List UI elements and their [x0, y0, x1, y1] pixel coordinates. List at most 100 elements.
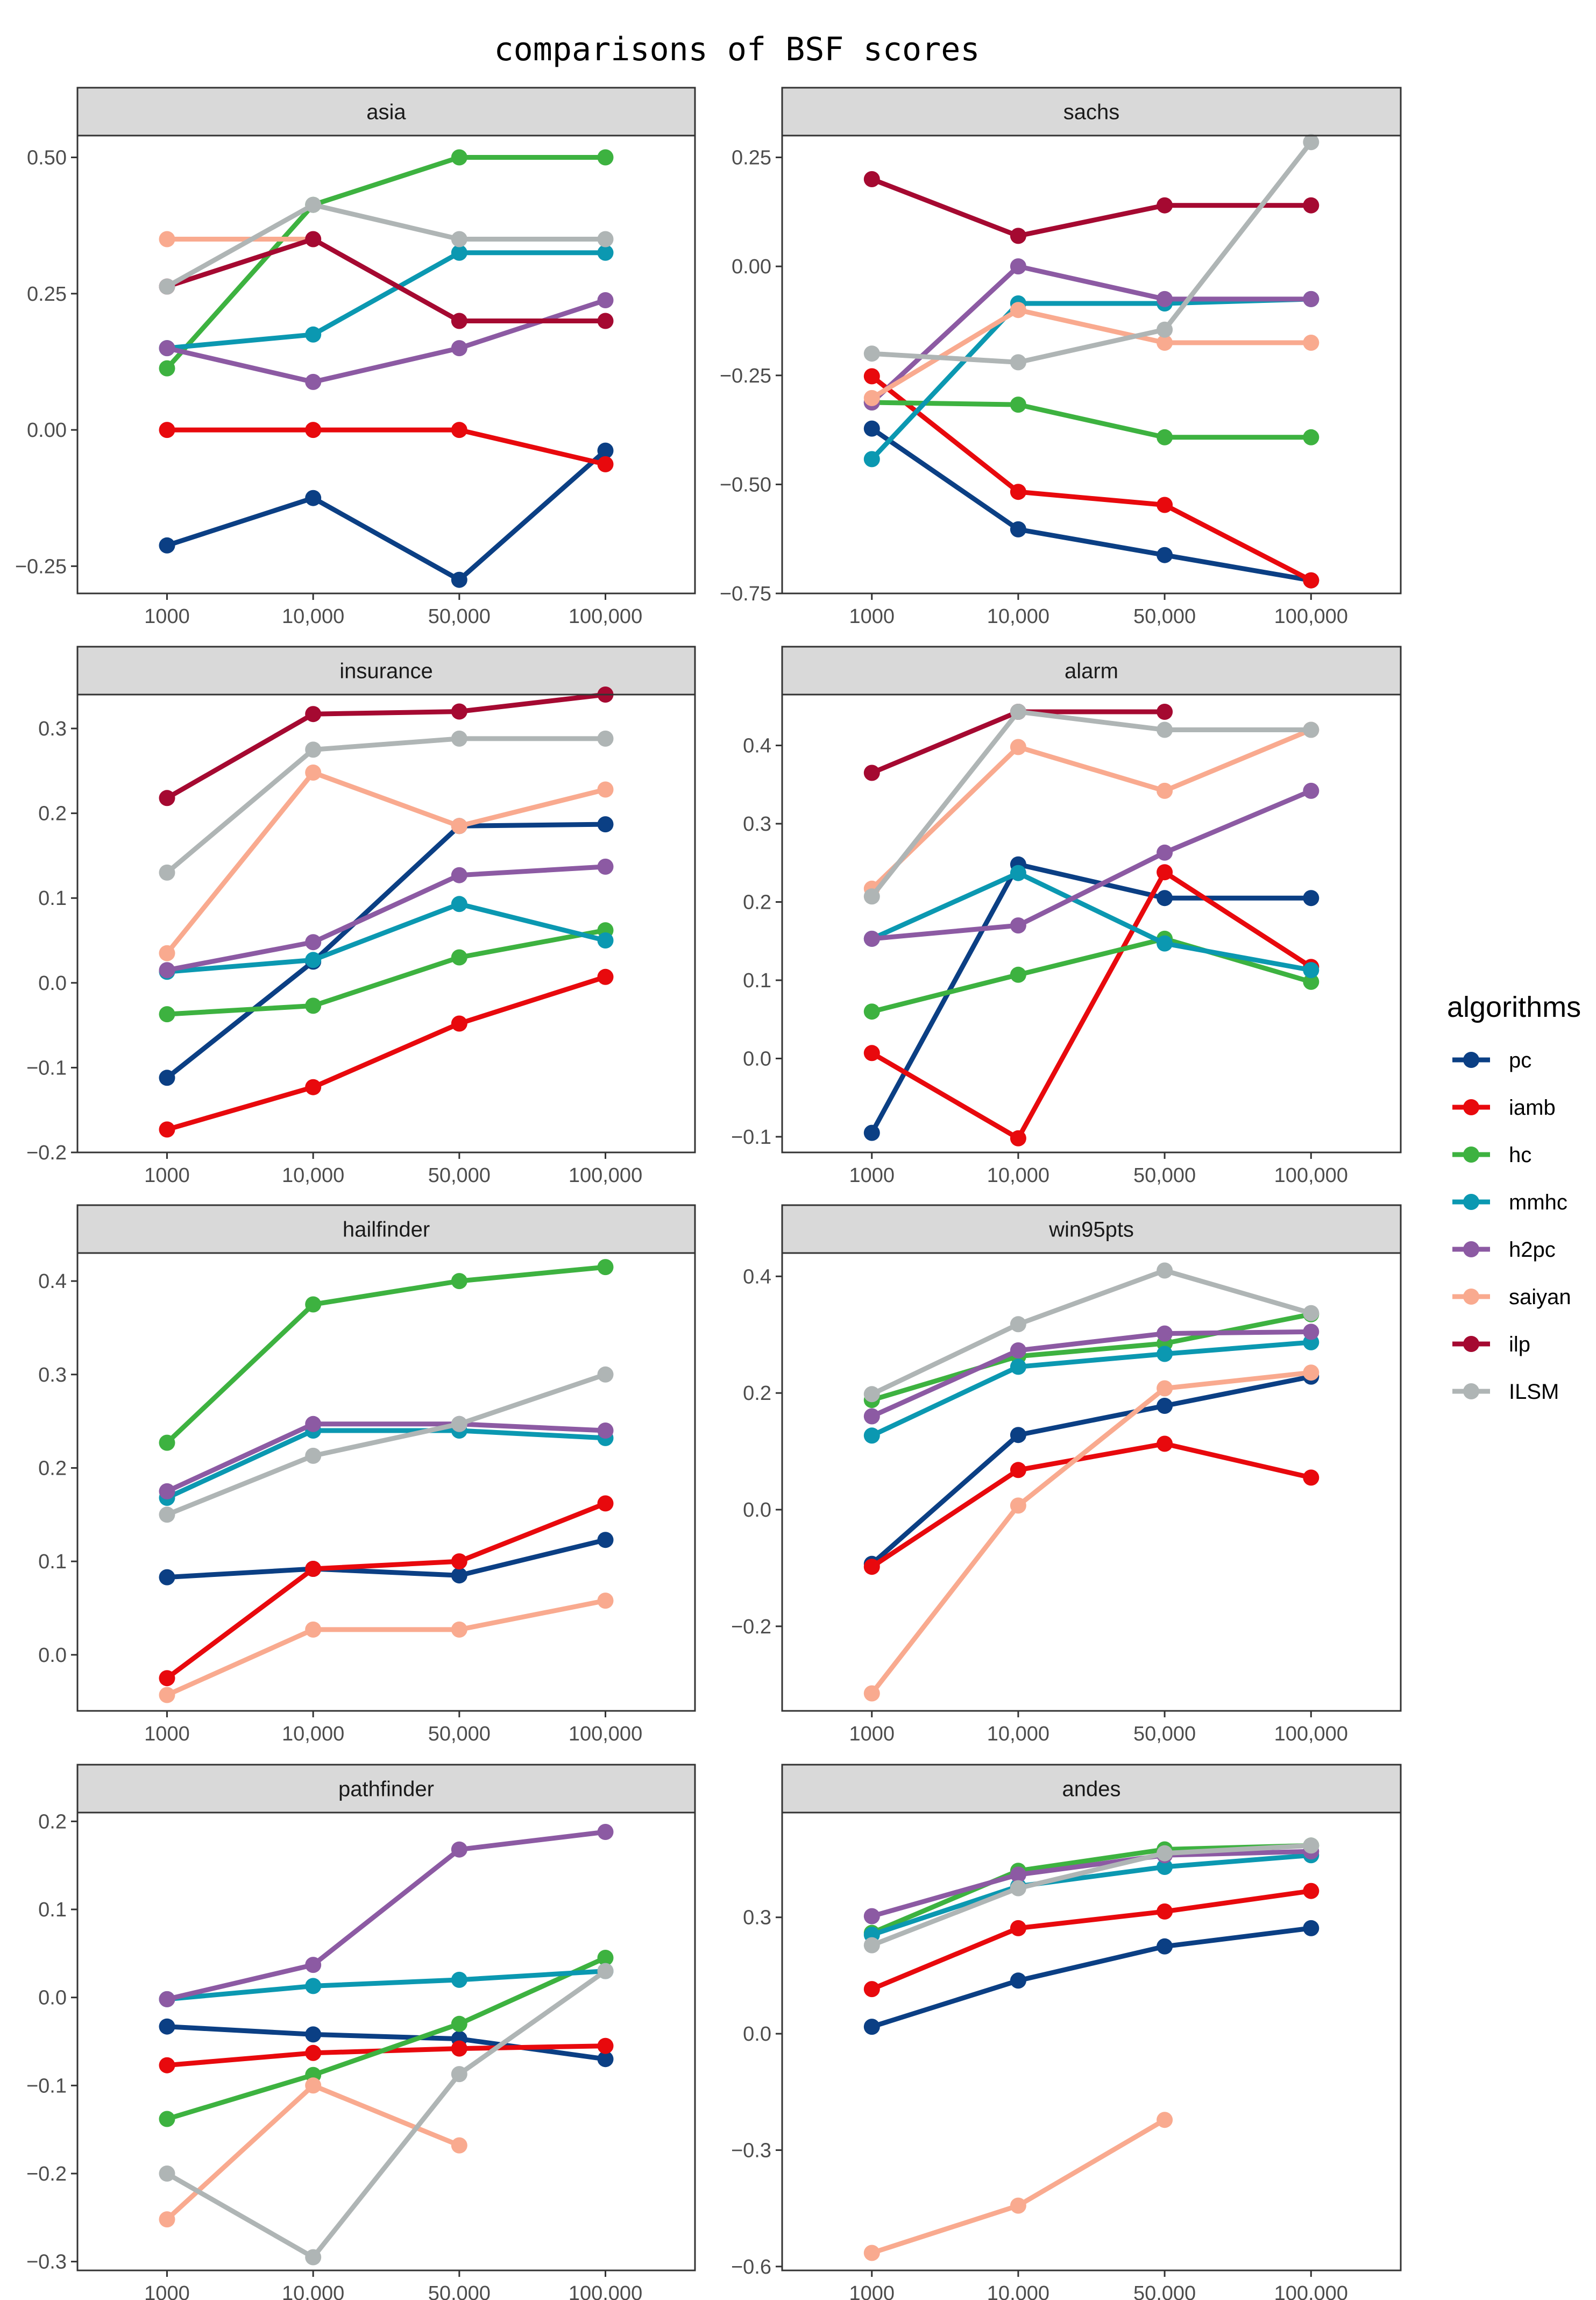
data-point-ilp [159, 790, 175, 806]
data-point-pc [1303, 890, 1320, 907]
data-point-saiyan [305, 1621, 322, 1638]
data-point-ilsm [597, 231, 614, 247]
data-point-h2pc [159, 1991, 175, 2007]
data-point-pc [1157, 890, 1173, 907]
data-point-saiyan [1010, 1497, 1026, 1514]
legend-label: iamb [1509, 1096, 1556, 1120]
series-line-saiyan [165, 1598, 608, 1697]
data-point-mmhc [1157, 1859, 1173, 1875]
legend-marker [1463, 1336, 1479, 1352]
y-tick-label: 0.4 [743, 735, 771, 758]
panel-strip-label: alarm [1065, 660, 1118, 683]
legend-marker [1463, 1099, 1479, 1115]
data-point-saiyan [1157, 2112, 1173, 2128]
series-line-mmhc [869, 871, 1314, 973]
y-tick-label: 0.25 [27, 283, 67, 306]
legend-label: h2pc [1509, 1238, 1556, 1262]
data-point-h2pc [1303, 782, 1320, 799]
data-point-saiyan [451, 1621, 467, 1638]
data-point-hc [1010, 397, 1026, 413]
data-point-h2pc [1010, 258, 1026, 275]
data-point-mmhc [451, 1971, 467, 1988]
data-point-ilsm [159, 278, 175, 295]
data-point-hc [597, 1259, 614, 1276]
x-tick-label: 10,000 [987, 605, 1049, 628]
x-tick-label: 100,000 [1274, 1164, 1348, 1187]
panel-border [76, 693, 696, 1153]
series-line-ilsm [869, 1268, 1314, 1397]
data-point-ilp [1157, 704, 1173, 720]
data-point-h2pc [1010, 1342, 1026, 1358]
data-point-saiyan [451, 818, 467, 834]
data-point-iamb [1303, 572, 1320, 589]
data-point-hc [451, 1273, 467, 1290]
data-point-ilsm [863, 1937, 880, 1954]
data-point-ilsm [1157, 1262, 1173, 1279]
data-point-ilp [305, 706, 322, 723]
data-point-hc [1010, 966, 1026, 983]
data-point-saiyan [305, 2077, 322, 2094]
x-tick-label: 100,000 [1274, 605, 1348, 628]
data-point-hc [305, 997, 322, 1014]
data-point-ilsm [863, 1386, 880, 1403]
data-point-h2pc [1157, 844, 1173, 861]
y-tick-label: −0.6 [731, 2256, 771, 2278]
data-point-pc [451, 1567, 467, 1584]
data-point-ilp [863, 765, 880, 781]
panel-border [781, 1811, 1402, 2271]
data-point-ilsm [597, 1963, 614, 1979]
data-point-pc [1157, 1938, 1173, 1955]
data-point-saiyan [451, 2137, 467, 2154]
data-point-h2pc [451, 340, 467, 357]
data-point-h2pc [305, 373, 322, 390]
data-point-h2pc [597, 1824, 614, 1840]
x-tick-label: 50,000 [1133, 1723, 1196, 1745]
series-line-saiyan [869, 1370, 1314, 1696]
series-line-hc [165, 1955, 608, 2121]
series-line-mmhc [165, 1969, 608, 2002]
data-point-h2pc [1010, 917, 1026, 934]
panel-border [76, 1811, 696, 2271]
data-point-iamb [305, 2044, 322, 2061]
legend-entry-saiyan: saiyan [1452, 1285, 1571, 1309]
panel-win95pts: win95pts −0.2 0.0 0.2 0.4 1000 10,000 50,000 100… [731, 1204, 1402, 1745]
data-point-h2pc [159, 340, 175, 357]
y-tick-label: 0.2 [743, 891, 771, 914]
data-point-ilsm [159, 1506, 175, 1523]
data-point-hc [863, 1003, 880, 1020]
legend-marker [1463, 1052, 1479, 1068]
plot-background [77, 695, 695, 1152]
y-tick-label: 0.3 [743, 1907, 771, 1929]
legend-entry-ilp: ilp [1452, 1333, 1530, 1356]
y-tick-label: −0.2 [731, 1616, 771, 1638]
legend-entry-ilsm: ILSM [1452, 1380, 1559, 1404]
data-point-pc [863, 420, 880, 437]
panel-strip-label: insurance [339, 660, 432, 683]
data-point-iamb [1010, 1462, 1026, 1478]
series-line-hc [869, 1312, 1314, 1403]
data-point-pc [305, 2026, 322, 2043]
data-point-h2pc [1010, 1866, 1026, 1883]
data-point-saiyan [1303, 1364, 1320, 1381]
series-line-ilp [869, 176, 1314, 238]
data-point-ilsm [863, 888, 880, 905]
y-tick-label: 0.0 [743, 2023, 771, 2046]
data-point-saiyan [863, 2245, 880, 2261]
series-line-ilsm [165, 736, 608, 875]
y-tick-label: 0.3 [38, 1364, 67, 1386]
data-point-iamb [597, 2037, 614, 2054]
series-line-ilsm [869, 139, 1314, 365]
data-point-ilsm [1303, 134, 1320, 151]
series-line-hc [165, 155, 608, 371]
series-line-h2pc [869, 788, 1314, 942]
data-point-mmhc [1010, 865, 1026, 881]
y-tick-label: 0.1 [38, 1551, 67, 1573]
series-line-iamb [869, 373, 1314, 583]
legend-entry-mmhc: mmhc [1452, 1191, 1567, 1214]
data-point-ilsm [1010, 1880, 1026, 1896]
data-point-saiyan [1010, 2197, 1026, 2214]
series-line-pc [869, 1926, 1314, 2029]
data-point-pc [597, 816, 614, 833]
y-tick-label: −0.2 [26, 1142, 67, 1164]
data-point-hc [451, 149, 467, 166]
